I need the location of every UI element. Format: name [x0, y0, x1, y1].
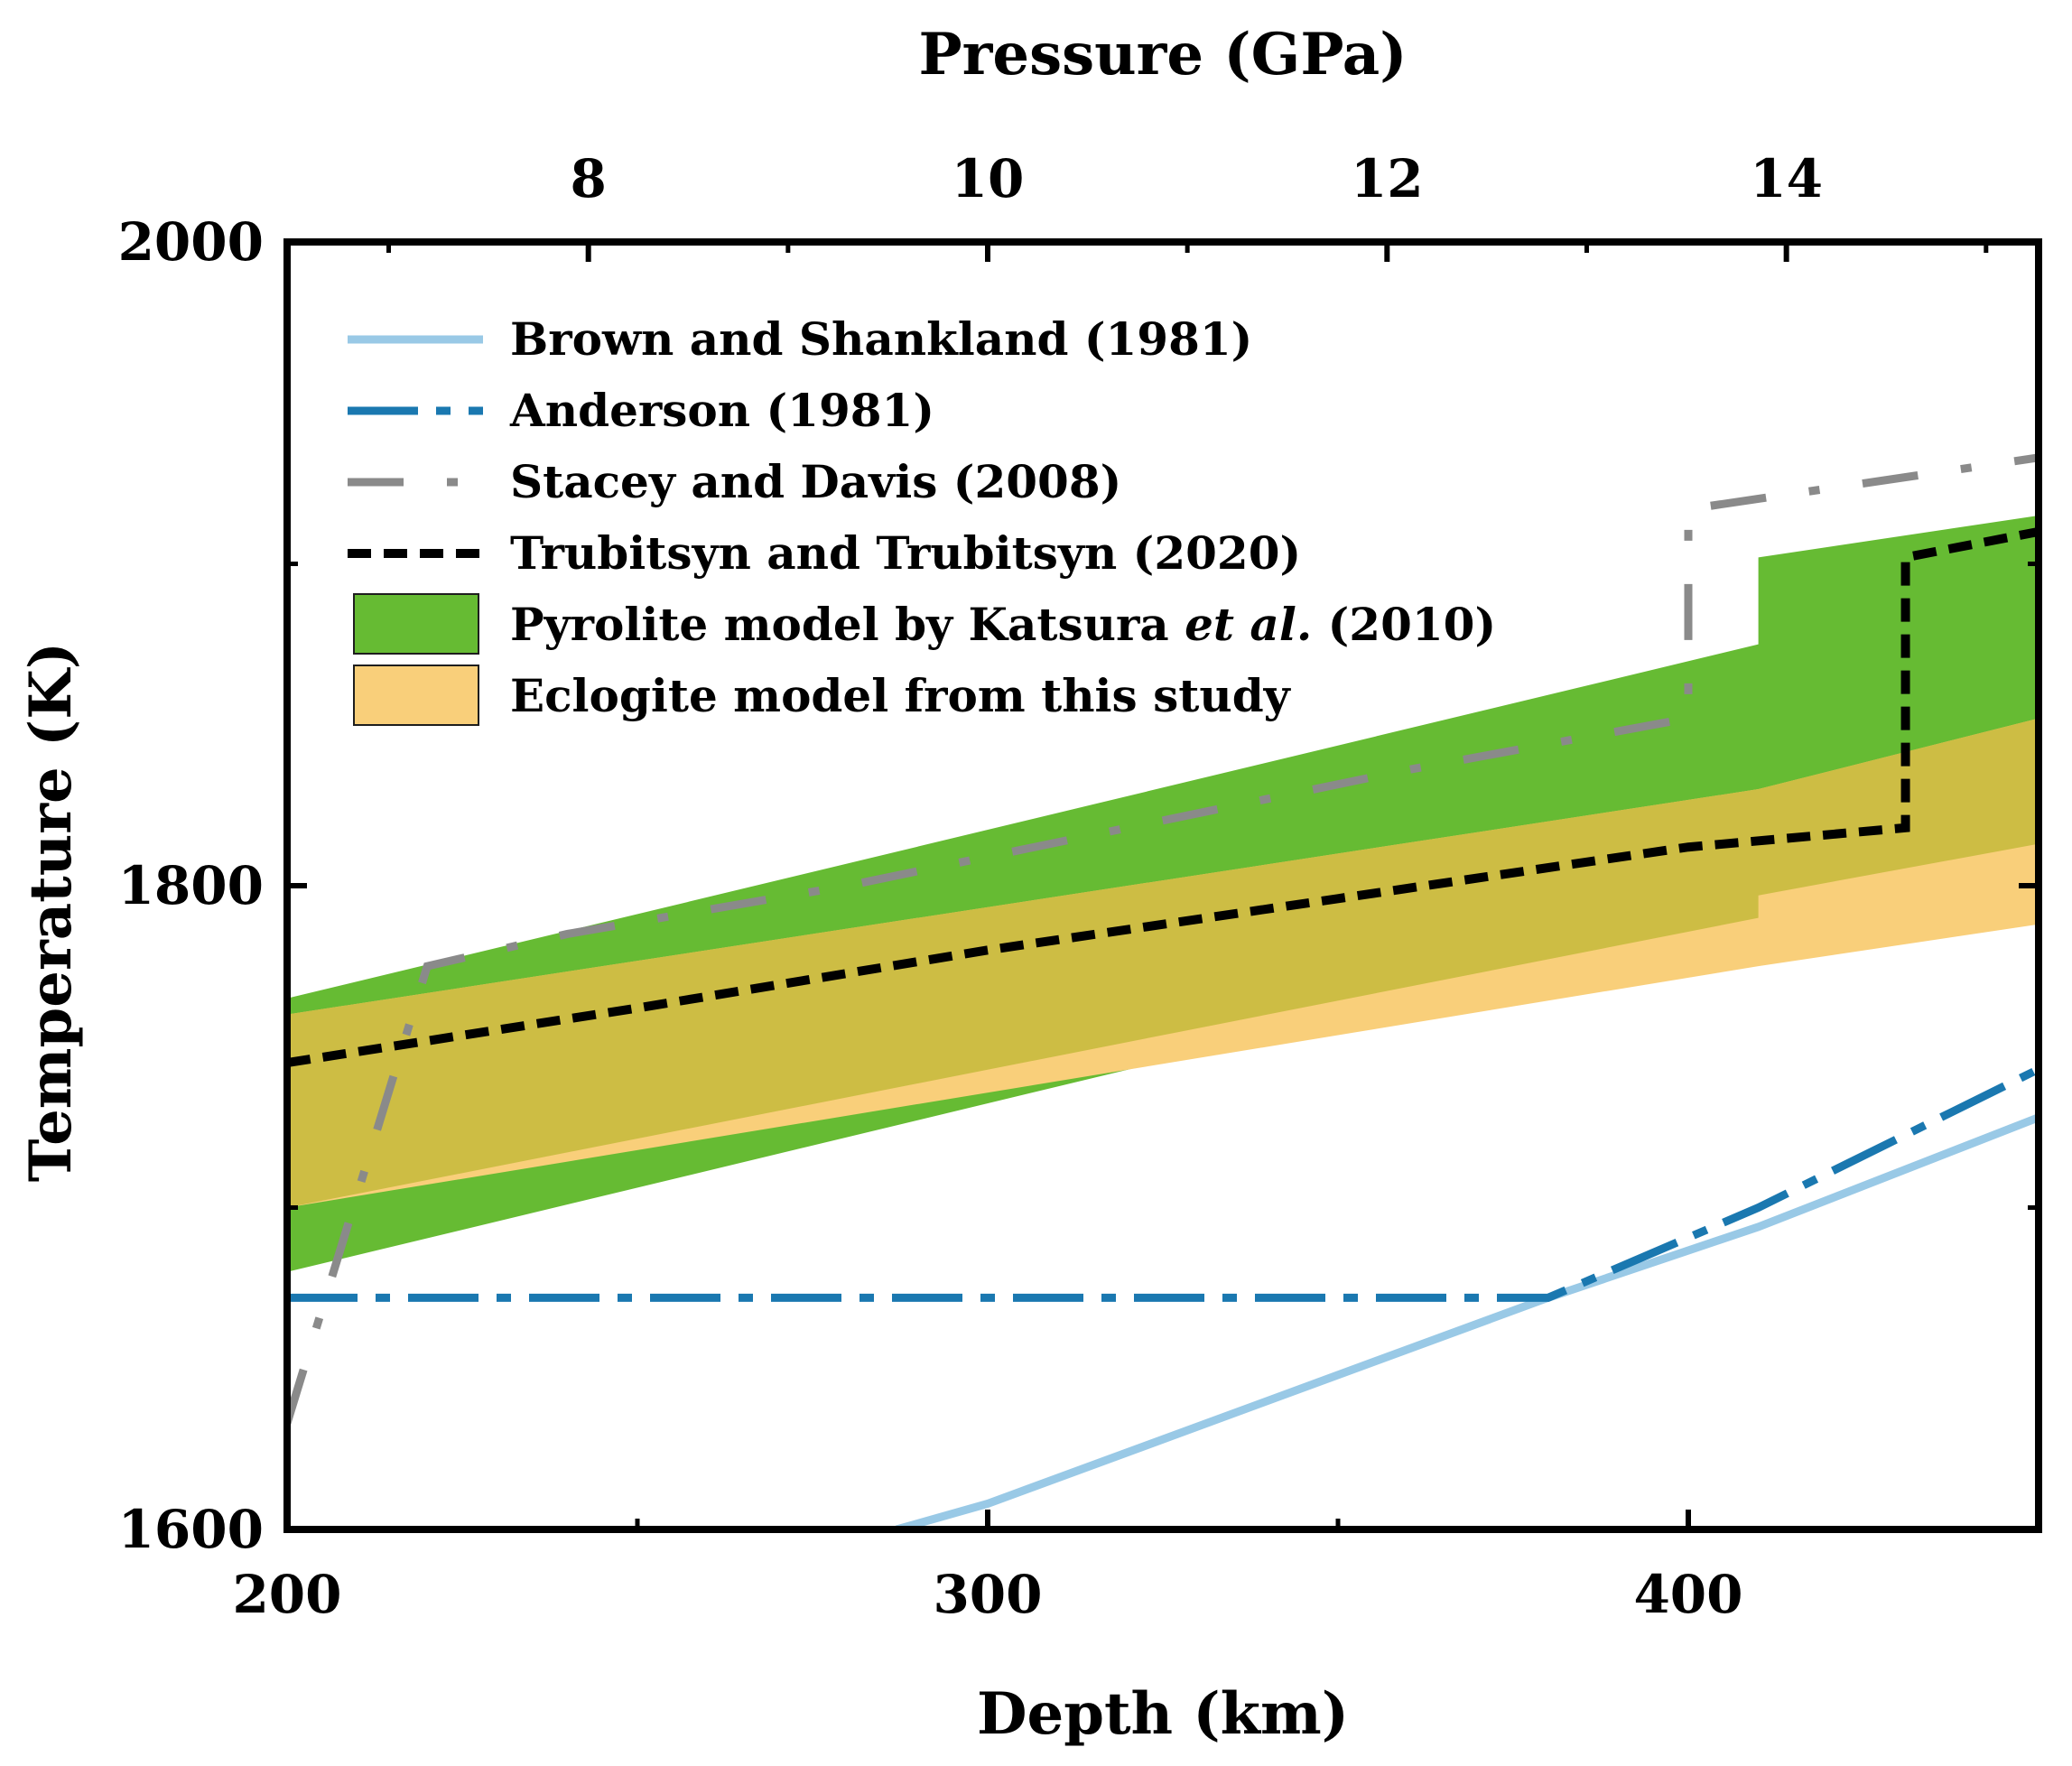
legend-label-pyrolite-italic: et al.: [1185, 598, 1312, 651]
legend-item-eclogite: Eclogite model from this study: [353, 665, 1292, 726]
legend-item-anderson: Anderson (1981): [348, 384, 934, 437]
legend-label-brown: Brown and Shankland (1981): [510, 312, 1252, 366]
legend-swatch-eclogite: [353, 665, 479, 726]
y-axis-title: Temperature (K): [17, 642, 85, 1182]
legend-item-pyrolite: Pyrolite model by Katsura et al. (2010): [353, 593, 1496, 655]
x-tick-label-300: 300: [933, 1564, 1042, 1625]
pressure-tick-label-10: 10: [952, 148, 1025, 209]
x-axis-title: Depth (km): [977, 1680, 1349, 1748]
y-tick-label-1600: 1600: [118, 1499, 264, 1560]
legend-label-trubitsyn: Trubitsyn and Trubitsyn (2020): [510, 526, 1301, 580]
x-tick-label-200: 200: [232, 1564, 341, 1625]
series-trubitsyn-and-trubitsyn-2020: [287, 526, 2039, 1068]
x-tick-label-400: 400: [1633, 1564, 1742, 1625]
legend-label-pyrolite: Pyrolite model by Katsura et al. (2010): [510, 598, 1496, 651]
y-tick-label-2000: 2000: [118, 211, 264, 273]
legend-item-trubitsyn: Trubitsyn and Trubitsyn (2020): [348, 526, 1301, 580]
pressure-tick-label-12: 12: [1351, 148, 1424, 209]
plot-area: [287, 453, 2039, 1529]
legend-label-stacey: Stacey and Davis (2008): [510, 455, 1121, 508]
legend-label-eclogite: Eclogite model from this study: [510, 669, 1292, 722]
band-overlap: [287, 718, 2039, 1208]
legend-item-brown: Brown and Shankland (1981): [348, 312, 1252, 366]
axis-ticks: 200 300 400 1600 1800 2000 8 10 12 14: [118, 148, 2039, 1625]
legend-label-pyrolite-suffix: (2010): [1312, 598, 1496, 651]
series-lines: [287, 453, 2039, 1529]
x2-axis-title: Pressure (GPa): [919, 21, 1408, 88]
y-tick-label-1800: 1800: [118, 855, 264, 916]
pressure-tick-label-14: 14: [1750, 148, 1823, 209]
bands: [287, 516, 2039, 1272]
legend-label-pyrolite-main: Pyrolite model by Katsura: [510, 598, 1185, 651]
legend-label-anderson: Anderson (1981): [509, 384, 934, 437]
legend: Brown and Shankland (1981) Anderson (198…: [348, 312, 1496, 726]
legend-swatch-pyrolite: [353, 593, 479, 655]
series-brown-and-shankland-1981: [895, 1113, 2039, 1529]
series-anderson-1981: [287, 1065, 2039, 1302]
pressure-tick-label-8: 8: [571, 148, 607, 209]
legend-item-stacey: Stacey and Davis (2008): [348, 455, 1121, 508]
